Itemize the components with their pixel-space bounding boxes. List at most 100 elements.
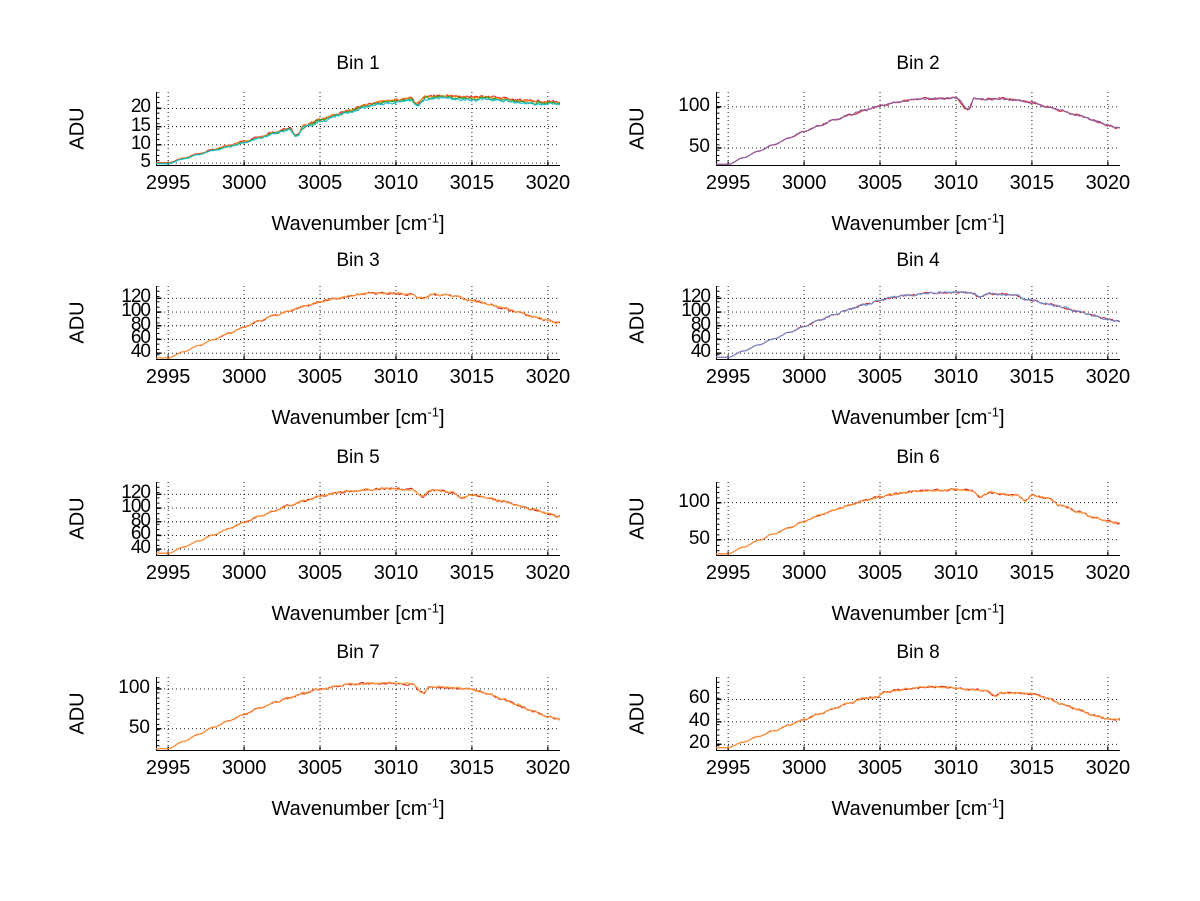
plot-area-6 <box>716 482 1120 556</box>
x-tick-label: 3010 <box>373 172 419 194</box>
x-tick-label: 2995 <box>705 757 751 779</box>
x-axis-label-main: Wavenumber [cm <box>271 603 428 625</box>
series-line-trace-orange <box>716 488 1120 555</box>
subplot-title-4: Bin 4 <box>896 250 940 271</box>
x-axis-label-main: Wavenumber [cm <box>271 213 428 235</box>
plot-area-2 <box>716 92 1120 166</box>
gridlines <box>156 286 560 360</box>
y-axis-label-8: ADU <box>626 692 649 735</box>
x-tick-label: 2995 <box>705 172 751 194</box>
x-axis-label-bracket: ] <box>998 407 1005 429</box>
y-tick-label: 50 <box>688 527 710 549</box>
x-axis-label-exponent: -1 <box>427 795 439 811</box>
y-tick-label: 80 <box>690 313 711 335</box>
x-tick-label: 3010 <box>933 366 979 388</box>
y-tick-label: 15 <box>130 114 151 136</box>
x-axis-label-bracket: ] <box>998 603 1005 625</box>
y-tick-label: 60 <box>688 687 710 709</box>
x-axis-label-2: Wavenumber [cm-1] <box>616 210 1200 236</box>
x-axis-label-3: Wavenumber [cm-1] <box>56 404 660 430</box>
plot-area-5 <box>156 482 560 556</box>
subplot-title-2: Bin 2 <box>896 53 940 74</box>
x-tick-label: 3020 <box>525 366 571 388</box>
y-tick-label: 40 <box>130 537 151 559</box>
subplot-title-5: Bin 5 <box>336 447 380 468</box>
x-axis-label-exponent: -1 <box>427 404 439 420</box>
y-tick-label: 20 <box>130 96 151 118</box>
x-tick-label: 3010 <box>373 366 419 388</box>
plot-canvas-2 <box>716 92 1120 166</box>
x-tick-label: 3015 <box>1009 366 1055 388</box>
gridlines <box>716 482 1120 556</box>
x-axis-label-bracket: ] <box>438 603 445 625</box>
subplot-title-3: Bin 3 <box>336 250 380 271</box>
x-tick-label: 3015 <box>1009 172 1055 194</box>
plot-canvas-6 <box>716 482 1120 556</box>
series-line-trace-cyan <box>156 96 560 165</box>
subplot-title-1: Bin 1 <box>336 53 380 74</box>
y-tick-label: 80 <box>130 509 151 531</box>
x-axis-label-bracket: ] <box>998 798 1005 820</box>
y-tick-label: 60 <box>690 327 711 349</box>
y-tick-label: 80 <box>130 313 151 335</box>
y-tick-label: 100 <box>681 300 711 322</box>
plot-area-3 <box>156 286 560 360</box>
x-tick-label: 2995 <box>145 172 191 194</box>
x-axis-label-6: Wavenumber [cm-1] <box>616 601 1200 626</box>
x-tick-label: 3020 <box>525 757 571 779</box>
subplot-title-7: Bin 7 <box>336 642 380 663</box>
x-tick-label: 3010 <box>373 562 419 584</box>
plot-canvas-5 <box>156 482 560 556</box>
y-tick-label: 100 <box>121 300 151 322</box>
x-tick-label: 3005 <box>297 562 343 584</box>
plot-canvas-4 <box>716 286 1120 360</box>
x-tick-label: 3000 <box>781 366 827 388</box>
x-axis-label-1: Wavenumber [cm-1] <box>56 210 660 236</box>
x-axis-label-exponent: -1 <box>427 210 439 226</box>
x-axis-label-exponent: -1 <box>987 210 999 226</box>
plot-canvas-7 <box>156 677 560 751</box>
plot-area-1 <box>156 92 560 166</box>
x-tick-label: 3015 <box>449 172 495 194</box>
plot-area-8 <box>716 677 1120 751</box>
x-tick-label: 3005 <box>297 172 343 194</box>
x-tick-label: 3015 <box>449 757 495 779</box>
plot-canvas-1 <box>156 92 560 166</box>
y-tick-label: 100 <box>678 94 710 116</box>
series-line-trace-blue <box>716 291 1120 358</box>
tick-marks <box>156 482 549 556</box>
x-tick-label: 3015 <box>449 366 495 388</box>
axis-frame <box>716 92 1120 166</box>
series-line-trace-orange <box>156 291 560 359</box>
y-tick-label: 10 <box>130 132 151 154</box>
gridlines <box>716 92 1120 166</box>
x-axis-label-main: Wavenumber [cm <box>831 407 988 429</box>
x-axis-label-main: Wavenumber [cm <box>831 603 988 625</box>
y-tick-label: 40 <box>690 341 711 363</box>
x-axis-label-main: Wavenumber [cm <box>831 798 988 820</box>
x-axis-label-exponent: -1 <box>987 404 999 420</box>
y-tick-label: 120 <box>681 286 711 308</box>
x-axis-label-exponent: -1 <box>427 600 439 616</box>
y-tick-label: 120 <box>121 286 151 308</box>
y-tick-label: 5 <box>140 151 151 173</box>
x-tick-label: 3015 <box>1009 757 1055 779</box>
x-axis-label-exponent: -1 <box>987 795 999 811</box>
x-tick-label: 2995 <box>145 562 191 584</box>
tick-marks <box>156 677 549 751</box>
x-tick-label: 3015 <box>449 562 495 584</box>
x-axis-label-8: Wavenumber [cm-1] <box>616 795 1200 821</box>
x-axis-label-5: Wavenumber [cm-1] <box>56 600 660 626</box>
series-line-trace-red <box>716 685 1120 749</box>
x-axis-label-7: Wavenumber [cm-1] <box>56 795 660 821</box>
plot-canvas-3 <box>156 286 560 360</box>
y-tick-label: 40 <box>130 341 151 363</box>
x-tick-label: 3020 <box>1085 562 1131 584</box>
x-tick-label: 3000 <box>221 366 267 388</box>
x-tick-label: 3020 <box>525 172 571 194</box>
x-tick-label: 3010 <box>933 562 979 584</box>
